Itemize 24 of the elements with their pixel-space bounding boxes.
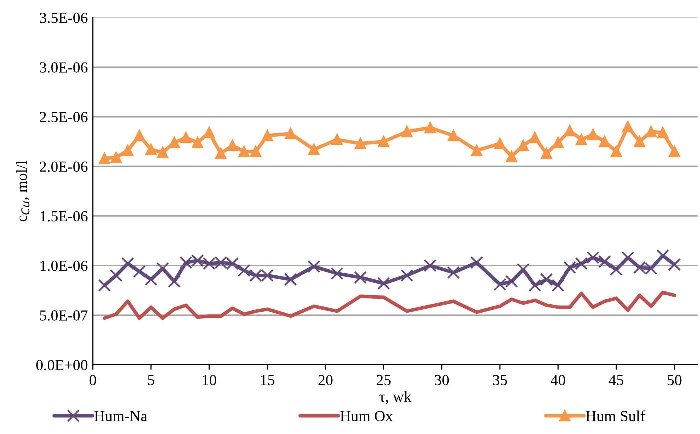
legend-label: Hum Ox (340, 411, 394, 422)
y-tick-label: 3.0E-06 (40, 62, 88, 73)
x-tick-label: 40 (550, 375, 566, 386)
y-tick-label: 0.0E+00 (36, 360, 88, 371)
y-tick-label: 1.5E-06 (40, 211, 88, 222)
x-tick-label: 20 (318, 375, 333, 386)
x-axis-title: τ, wk (380, 391, 412, 404)
y-tick-label: 1.0E-06 (40, 260, 88, 272)
y-tick-label: 3.5E-06 (40, 12, 88, 24)
x-tick-label: 15 (261, 375, 275, 386)
legend-label: Hum-Na (94, 411, 148, 422)
x-tick-label: 35 (493, 375, 508, 386)
x-tick-label: 0 (90, 375, 96, 386)
y-tick-label: 5.0E-07 (40, 310, 88, 321)
x-tick-label: 5 (148, 375, 154, 386)
y-axis-title: c$_{Cu}$, mol/l (16, 161, 30, 222)
x-tick-label: 10 (203, 375, 216, 386)
legend-label: Hum Sulf (586, 410, 646, 422)
x-tick-label: 25 (376, 375, 391, 386)
y-tick-label: 2.5E-06 (40, 112, 88, 123)
y-tick-label: 2.0E-06 (40, 162, 88, 172)
x-tick-label: 30 (435, 375, 450, 386)
x-tick-label: 45 (609, 375, 624, 386)
x-tick-label: 50 (668, 375, 682, 386)
